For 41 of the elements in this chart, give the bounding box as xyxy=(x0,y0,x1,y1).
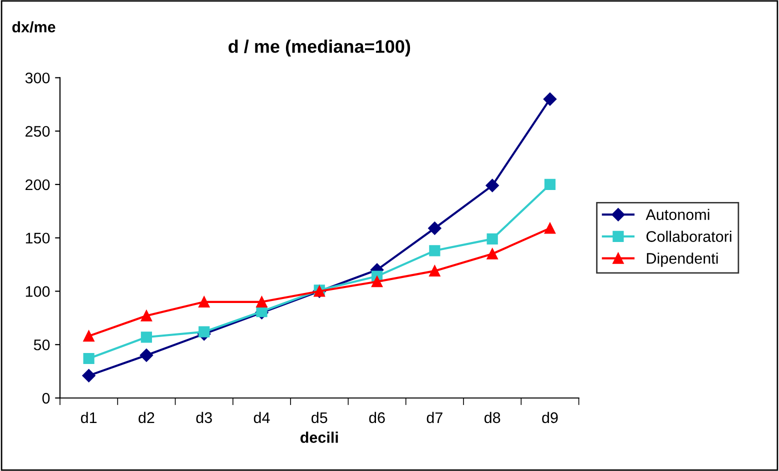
y-tick-label: 50 xyxy=(34,339,50,350)
point xyxy=(371,276,383,288)
point xyxy=(198,296,210,308)
x-tick-label: d6 xyxy=(369,412,385,424)
x-tick-label: d2 xyxy=(138,412,154,424)
x-tick-label: d5 xyxy=(312,412,328,424)
x-tick-label: d8 xyxy=(484,412,500,424)
point xyxy=(486,248,498,260)
point xyxy=(198,326,210,338)
y-tick-label: 0 xyxy=(42,392,50,404)
legend-label: Autonomi xyxy=(646,208,710,220)
point xyxy=(429,265,440,277)
y-tick-label: 200 xyxy=(26,179,50,190)
y-tick-label: 300 xyxy=(25,72,50,84)
x-tick-label: d7 xyxy=(426,412,442,424)
point xyxy=(544,178,556,190)
point xyxy=(256,296,268,308)
point xyxy=(486,233,498,244)
point xyxy=(429,245,440,256)
x-tick-label: d4 xyxy=(254,412,270,424)
legend-label: Collaboratori xyxy=(646,230,732,242)
y-tick-label: 250 xyxy=(26,126,50,137)
x-tick-label: d9 xyxy=(542,412,558,424)
point xyxy=(140,332,152,343)
point xyxy=(83,330,94,342)
point xyxy=(543,92,557,106)
y-axis-title: dx/me xyxy=(12,21,56,33)
legend-label: Dipendenti xyxy=(646,252,718,267)
point xyxy=(428,222,442,235)
y-tick-label: 150 xyxy=(26,232,50,244)
x-tick-label: d1 xyxy=(80,412,97,424)
chart-title: d / me (mediana=100) xyxy=(228,40,410,56)
x-axis-title: decili xyxy=(300,432,338,443)
point xyxy=(486,178,499,192)
point xyxy=(83,352,94,364)
x-tick-label: d3 xyxy=(196,412,212,424)
point xyxy=(140,348,154,362)
point xyxy=(82,368,96,382)
point xyxy=(544,222,556,234)
y-tick-label: 100 xyxy=(26,286,50,297)
point xyxy=(140,310,152,322)
